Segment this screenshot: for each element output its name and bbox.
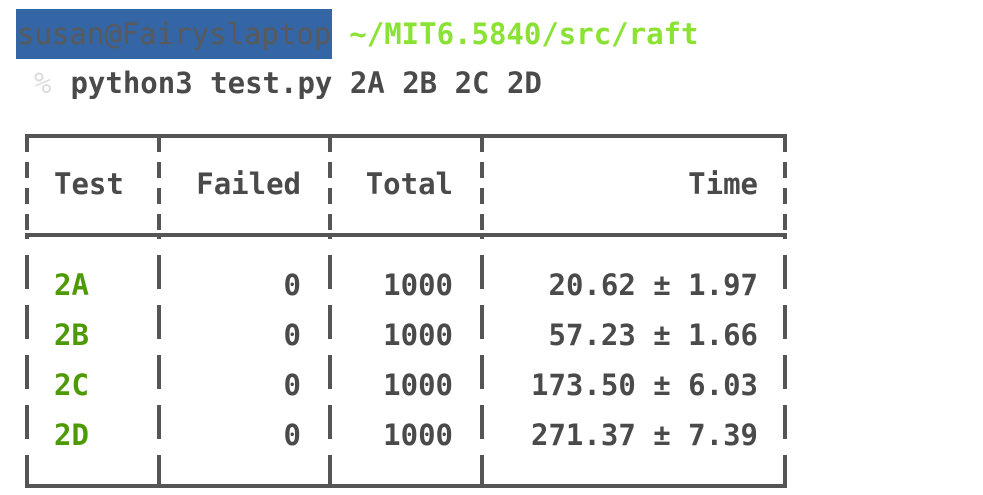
table-row-failed: 0 xyxy=(283,368,301,402)
header-total: Total xyxy=(365,167,453,201)
table-row-time: 271.37 ± 7.39 xyxy=(531,418,758,452)
command-line: % python3 test.py 2A 2B 2C 2D xyxy=(34,61,542,105)
table-row-total: 1000 xyxy=(383,268,453,302)
table-row-test: 2D xyxy=(54,418,89,452)
prompt-line: susan@Fairyslaptop ~/MIT6.5840/src/raft xyxy=(16,9,698,59)
table-row-test: 2B xyxy=(54,318,89,352)
table-row-test: 2C xyxy=(54,368,89,402)
table-row-total: 1000 xyxy=(383,368,453,402)
table-row-time: 173.50 ± 6.03 xyxy=(531,368,758,402)
command-text: python3 test.py 2A 2B 2C 2D xyxy=(70,66,542,100)
table-row-test: 2A xyxy=(54,268,89,302)
table-row-time: 57.23 ± 1.66 xyxy=(548,318,758,352)
table-row-failed: 0 xyxy=(283,418,301,452)
table-row-total: 1000 xyxy=(383,318,453,352)
prompt-symbol: % xyxy=(34,66,52,100)
header-failed: Failed xyxy=(196,167,301,201)
header-time: Time xyxy=(688,167,758,201)
table-row-total: 1000 xyxy=(383,418,453,452)
user-host[interactable]: susan@Fairyslaptop xyxy=(16,9,333,59)
table-row-failed: 0 xyxy=(283,318,301,352)
current-directory: ~/MIT6.5840/src/raft xyxy=(349,17,699,51)
table-row-time: 20.62 ± 1.97 xyxy=(548,268,758,302)
header-test: Test xyxy=(54,167,124,201)
table-row-failed: 0 xyxy=(283,268,301,302)
